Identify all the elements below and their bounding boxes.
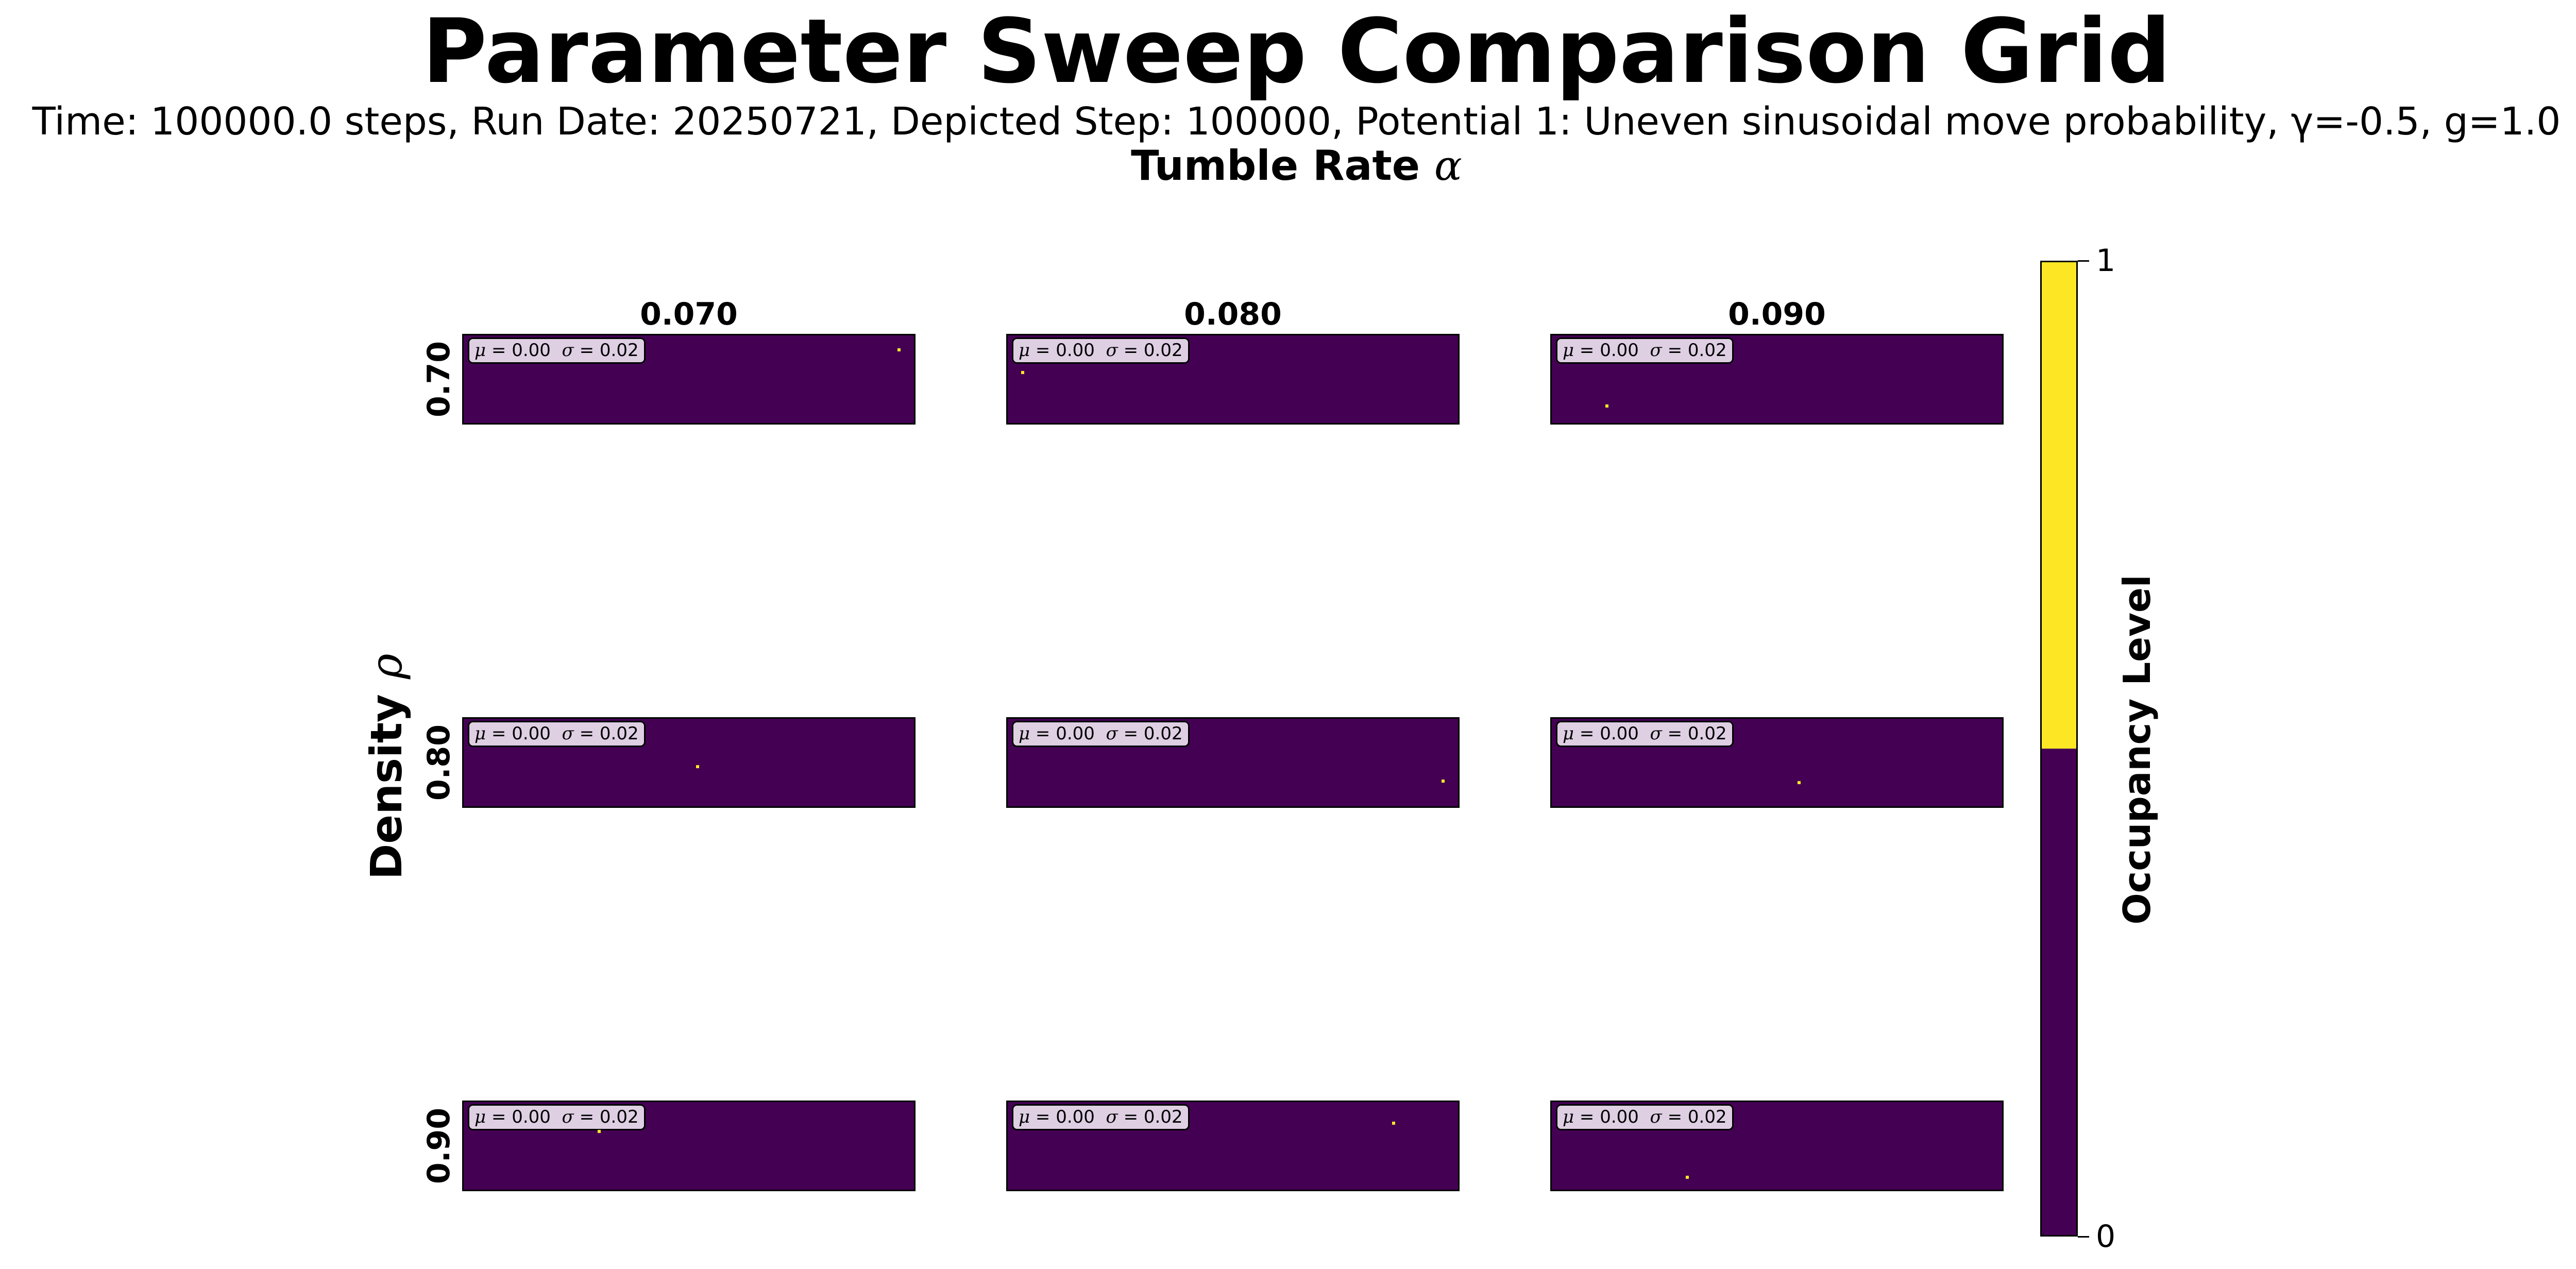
stats-badge: μ = 0.00 σ = 0.02 [1012, 1104, 1190, 1131]
colorbar-tick [2078, 1236, 2089, 1238]
heatmap-panel: μ = 0.00 σ = 0.02 [1550, 334, 2004, 425]
sigma-value: 0.02 [1687, 723, 1727, 744]
colorbar-label: Occupancy Level [2115, 574, 2159, 925]
occupied-cell [1021, 371, 1024, 374]
chart-title: Parameter Sweep Comparison Grid [422, 0, 2171, 103]
sigma-symbol: σ [562, 340, 574, 361]
sigma-symbol: σ [1106, 340, 1118, 361]
heatmap-panel: μ = 0.00 σ = 0.02 [1006, 717, 1460, 808]
sigma-value: 0.02 [599, 723, 639, 744]
mu-symbol: μ [1019, 723, 1030, 744]
occupied-cell [1686, 1176, 1689, 1179]
sigma-value: 0.02 [1143, 340, 1183, 361]
row-label: 0.90 [421, 1107, 457, 1185]
column-label: 0.080 [1184, 296, 1282, 332]
heatmap-panel: μ = 0.00 σ = 0.02 [462, 717, 916, 808]
heatmap-panel: μ = 0.00 σ = 0.02 [1006, 1101, 1460, 1191]
mu-symbol: μ [474, 1107, 486, 1127]
stats-badge: μ = 0.00 σ = 0.02 [1012, 721, 1190, 748]
column-group-symbol: α [1434, 142, 1462, 190]
stats-badge: μ = 0.00 σ = 0.02 [1556, 721, 1734, 748]
mu-symbol: μ [1563, 723, 1574, 744]
mu-value: 0.00 [1056, 340, 1095, 361]
stats-badge: μ = 0.00 σ = 0.02 [1556, 1104, 1734, 1131]
mu-value: 0.00 [1056, 723, 1095, 744]
occupied-cell [1392, 1122, 1395, 1125]
sigma-symbol: σ [1106, 1107, 1118, 1127]
stats-badge: μ = 0.00 σ = 0.02 [468, 337, 646, 364]
mu-value: 0.00 [1600, 340, 1639, 361]
mu-value: 0.00 [1600, 723, 1639, 744]
stats-badge: μ = 0.00 σ = 0.02 [468, 1104, 646, 1131]
heatmap-panel: μ = 0.00 σ = 0.02 [462, 1101, 916, 1191]
colorbar-tick [2078, 260, 2089, 262]
occupied-cell [598, 1130, 601, 1133]
row-group-label-text: Density [361, 694, 412, 880]
sigma-symbol: σ [1650, 723, 1662, 744]
heatmap-panel: μ = 0.00 σ = 0.02 [462, 334, 916, 425]
mu-value: 0.00 [1600, 1107, 1639, 1127]
heatmap-panel: μ = 0.00 σ = 0.02 [1006, 334, 1460, 425]
colorbar [2040, 261, 2078, 1237]
sigma-value: 0.02 [1143, 1107, 1183, 1127]
row-group-symbol: ρ [361, 653, 412, 679]
sigma-value: 0.02 [1687, 340, 1727, 361]
mu-symbol: μ [474, 340, 486, 361]
row-label: 0.70 [421, 341, 457, 418]
row-label: 0.80 [421, 724, 457, 801]
stats-badge: μ = 0.00 σ = 0.02 [468, 721, 646, 748]
mu-value: 0.00 [512, 723, 551, 744]
heatmap-panel: μ = 0.00 σ = 0.02 [1550, 717, 2004, 808]
chart-subtitle: Time: 100000.0 steps, Run Date: 20250721… [32, 99, 2561, 144]
mu-symbol: μ [1019, 1107, 1030, 1127]
mu-value: 0.00 [512, 340, 551, 361]
column-group-label-text: Tumble Rate [1131, 142, 1420, 190]
sigma-value: 0.02 [599, 340, 639, 361]
sigma-symbol: σ [1650, 340, 1662, 361]
row-group-label: Density ρ [361, 654, 412, 880]
column-group-label: Tumble Rate α [0, 143, 2576, 189]
occupied-cell [1442, 780, 1445, 783]
sigma-symbol: σ [1650, 1107, 1662, 1127]
sigma-symbol: σ [562, 1107, 574, 1127]
mu-symbol: μ [1019, 340, 1030, 361]
occupied-cell [897, 348, 901, 351]
column-label: 0.070 [640, 296, 738, 332]
sigma-value: 0.02 [1687, 1107, 1727, 1127]
mu-symbol: μ [474, 723, 486, 744]
occupied-cell [1798, 781, 1801, 784]
sigma-value: 0.02 [599, 1107, 639, 1127]
mu-symbol: μ [1563, 340, 1574, 361]
occupied-cell [696, 765, 699, 768]
mu-value: 0.00 [1056, 1107, 1095, 1127]
sigma-symbol: σ [562, 723, 574, 744]
colorbar-tick-label: 0 [2096, 1219, 2116, 1255]
stats-badge: μ = 0.00 σ = 0.02 [1012, 337, 1190, 364]
occupied-cell [1605, 404, 1608, 408]
mu-symbol: μ [1563, 1107, 1574, 1127]
column-label: 0.090 [1728, 296, 1826, 332]
mu-value: 0.00 [512, 1107, 551, 1127]
stats-badge: μ = 0.00 σ = 0.02 [1556, 337, 1734, 364]
colorbar-low-segment [2042, 749, 2076, 1235]
sigma-symbol: σ [1106, 723, 1118, 744]
colorbar-tick-label: 1 [2096, 243, 2116, 279]
sigma-value: 0.02 [1143, 723, 1183, 744]
colorbar-high-segment [2042, 262, 2076, 749]
heatmap-panel: μ = 0.00 σ = 0.02 [1550, 1101, 2004, 1191]
